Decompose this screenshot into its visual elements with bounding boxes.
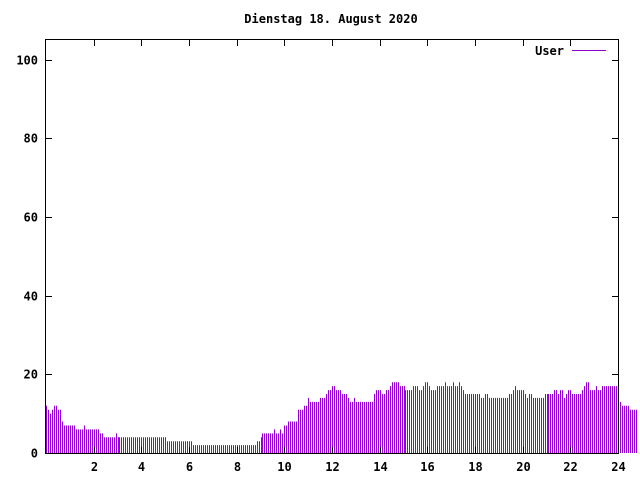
plot-frame [45, 39, 619, 454]
x-tick-label: 6 [186, 460, 193, 474]
x-tick-label: 22 [563, 460, 577, 474]
x-tick-label: 8 [234, 460, 241, 474]
y-tick-label: 40 [24, 290, 38, 304]
y-tick-label: 100 [16, 54, 38, 68]
y-tick-label: 0 [31, 447, 38, 461]
bar-series-user [46, 382, 637, 453]
legend-entry-user: User [535, 44, 564, 58]
x-tick-label: 20 [516, 460, 530, 474]
x-tick-label: 16 [420, 460, 434, 474]
x-tick-label: 24 [611, 460, 625, 474]
x-tick-label: 10 [277, 460, 291, 474]
x-tick-label: 18 [468, 460, 482, 474]
y-tick-label: 20 [24, 368, 38, 382]
y-tick-label: 60 [24, 211, 38, 225]
y-tick-label: 80 [24, 132, 38, 146]
x-tick-label: 12 [325, 460, 339, 474]
chart-title: Dienstag 18. August 2020 [244, 12, 417, 26]
x-tick-label: 4 [138, 460, 145, 474]
legend: User [535, 44, 606, 58]
x-tick-label: 2 [91, 460, 98, 474]
x-tick-label: 14 [373, 460, 387, 474]
